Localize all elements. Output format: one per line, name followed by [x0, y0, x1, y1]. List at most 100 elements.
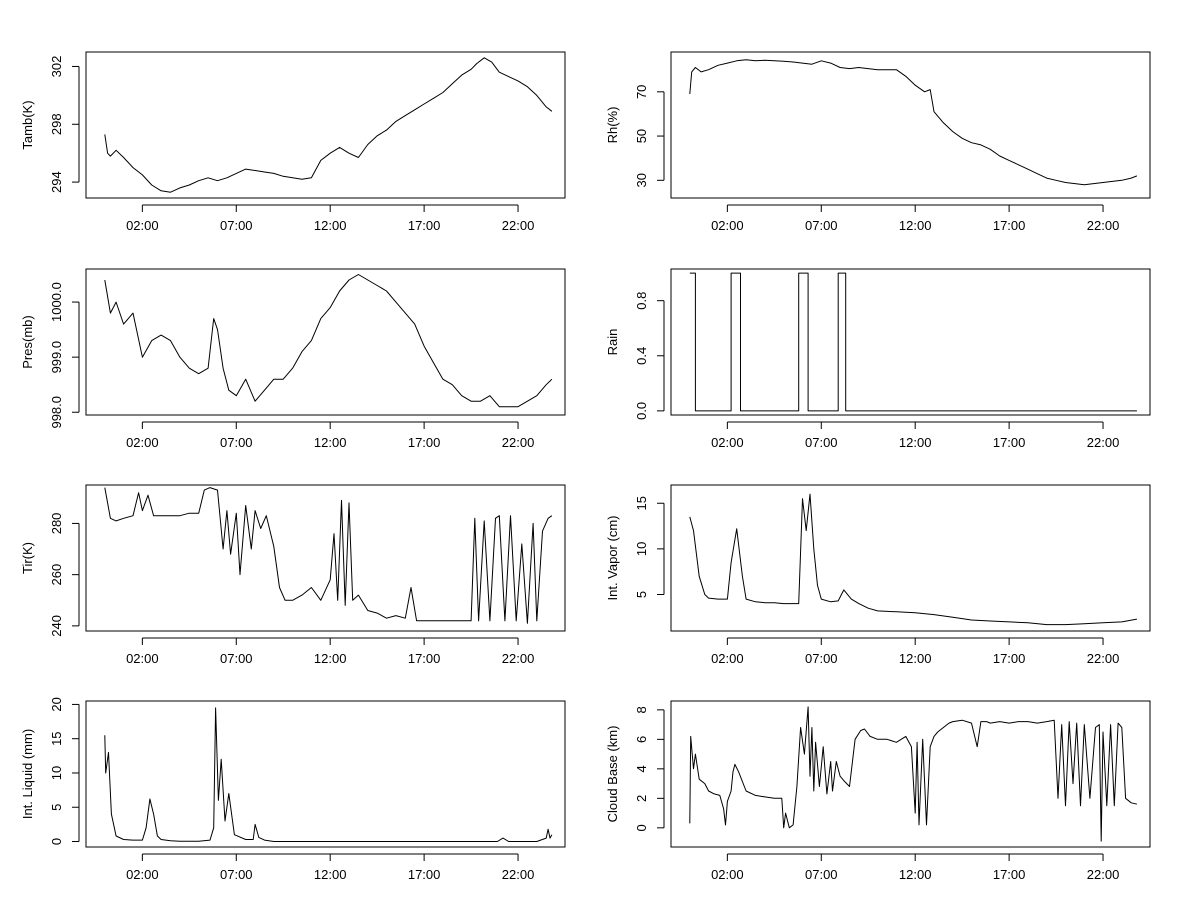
plot-frame: [670, 51, 1151, 199]
y-tick-label: 5: [634, 591, 649, 598]
x-tick-label: 17:00: [408, 651, 441, 666]
y-tick-label: 0.0: [634, 402, 649, 420]
x-tick-label: 22:00: [502, 651, 535, 666]
y-axis-label: Rain: [605, 329, 620, 356]
panel-3: 02:00 07:00 12:00 17:00 22:00 998.0 999.0 1000.…: [20, 268, 566, 450]
x-tick-label: 02:00: [711, 867, 744, 882]
x-tick-label: 17:00: [993, 218, 1026, 233]
y-tick-label: 20: [49, 697, 64, 711]
panel-1: 02:00 07:00 12:00 17:00 22:00 294 298 302 Tamb(K…: [20, 51, 566, 233]
y-axis-label: Tamb(K): [20, 100, 35, 149]
x-tick-label: 02:00: [711, 435, 744, 450]
y-tick-label: 5: [49, 804, 64, 811]
plot-frame: [85, 51, 566, 199]
series-line: [104, 487, 553, 624]
x-tick-label: 22:00: [502, 218, 535, 233]
plot-frame: [85, 268, 566, 416]
x-tick-label: 02:00: [711, 651, 744, 666]
series-line: [689, 59, 1138, 186]
y-tick-label: 999.0: [49, 341, 64, 374]
x-tick-label: 12:00: [314, 867, 347, 882]
series-line: [689, 272, 1137, 412]
plot-frame: [670, 268, 1151, 416]
x-tick-label: 12:00: [899, 218, 932, 233]
plot-frame: [85, 484, 566, 632]
y-tick-label: 0.8: [634, 292, 649, 310]
x-tick-label: 22:00: [502, 435, 535, 450]
plot-frame: [670, 484, 1151, 632]
y-tick-label: 6: [634, 736, 649, 743]
series-line: [689, 493, 1137, 626]
x-tick-label: 17:00: [408, 867, 441, 882]
y-axis-label: Tir(K): [20, 542, 35, 574]
y-axis-label: Rh(%): [605, 107, 620, 144]
x-tick-label: 07:00: [220, 218, 253, 233]
x-tick-label: 02:00: [126, 218, 159, 233]
y-tick-label: 2: [634, 795, 649, 802]
x-tick-label: 12:00: [314, 435, 347, 450]
x-tick-label: 07:00: [220, 867, 253, 882]
plot-frame: [670, 700, 1151, 848]
x-tick-label: 12:00: [899, 435, 932, 450]
y-tick-label: 15: [49, 731, 64, 745]
x-tick-label: 22:00: [502, 867, 535, 882]
y-tick-label: 1000.0: [49, 282, 64, 322]
x-tick-label: 12:00: [899, 651, 932, 666]
x-tick-label: 07:00: [805, 435, 838, 450]
x-tick-label: 12:00: [314, 218, 347, 233]
x-tick-label: 22:00: [1087, 867, 1120, 882]
series-line: [104, 707, 553, 842]
series-line: [689, 706, 1138, 842]
x-tick-label: 07:00: [220, 435, 253, 450]
panel-8: 02:00 07:00 12:00 17:00 22:00 0 2 4 6 8 Cloud Base…: [605, 700, 1151, 882]
y-tick-label: 998.0: [49, 396, 64, 429]
x-tick-label: 17:00: [408, 435, 441, 450]
x-tick-label: 02:00: [126, 651, 159, 666]
y-tick-label: 8: [634, 706, 649, 713]
x-tick-label: 07:00: [220, 651, 253, 666]
panel-6: 02:00 07:00 12:00 17:00 22:00 5 10 15 Int. Vapor…: [605, 484, 1151, 666]
x-tick-label: 22:00: [1087, 651, 1120, 666]
y-tick-label: 70: [634, 85, 649, 99]
x-tick-label: 07:00: [805, 218, 838, 233]
y-tick-label: 10: [49, 766, 64, 780]
x-tick-label: 17:00: [993, 435, 1026, 450]
y-axis-label: Int. Vapor (cm): [605, 515, 620, 600]
y-tick-label: 0.4: [634, 347, 649, 365]
x-tick-label: 12:00: [899, 867, 932, 882]
y-tick-label: 10: [634, 542, 649, 556]
panel-2: 02:00 07:00 12:00 17:00 22:00 30 50 70 Rh(%): [605, 51, 1151, 233]
panel-7: 02:00 07:00 12:00 17:00 22:00 0 5 10 15 20 Int. Li…: [20, 697, 566, 882]
x-tick-label: 02:00: [126, 435, 159, 450]
y-tick-label: 50: [634, 129, 649, 143]
y-axis-label: Pres(mb): [20, 315, 35, 368]
plot-frame: [85, 700, 566, 848]
x-tick-label: 02:00: [126, 867, 159, 882]
y-tick-label: 15: [634, 496, 649, 510]
x-tick-label: 17:00: [993, 867, 1026, 882]
y-axis-label: Int. Liquid (mm): [20, 729, 35, 819]
x-tick-label: 17:00: [993, 651, 1026, 666]
panel-4: 02:00 07:00 12:00 17:00 22:00 0.0 0.4 0.8 Rain: [605, 268, 1151, 450]
x-tick-label: 12:00: [314, 651, 347, 666]
y-tick-label: 280: [49, 513, 64, 535]
y-tick-label: 4: [634, 765, 649, 772]
y-tick-label: 302: [49, 56, 64, 78]
y-tick-label: 0: [634, 824, 649, 831]
x-tick-label: 22:00: [1087, 435, 1120, 450]
x-tick-label: 02:00: [711, 218, 744, 233]
x-tick-label: 17:00: [408, 218, 441, 233]
panel-5: 02:00 07:00 12:00 17:00 22:00 240 260 280 Tir(K): [20, 484, 566, 666]
x-tick-label: 07:00: [805, 867, 838, 882]
x-tick-label: 22:00: [1087, 218, 1120, 233]
y-tick-label: 240: [49, 615, 64, 637]
y-tick-label: 294: [49, 171, 64, 193]
y-tick-label: 298: [49, 113, 64, 135]
y-tick-label: 30: [634, 173, 649, 187]
y-axis-label: Cloud Base (km): [605, 726, 620, 823]
y-tick-label: 260: [49, 564, 64, 586]
x-tick-label: 07:00: [805, 651, 838, 666]
y-tick-label: 0: [49, 838, 64, 845]
series-line: [104, 274, 553, 408]
